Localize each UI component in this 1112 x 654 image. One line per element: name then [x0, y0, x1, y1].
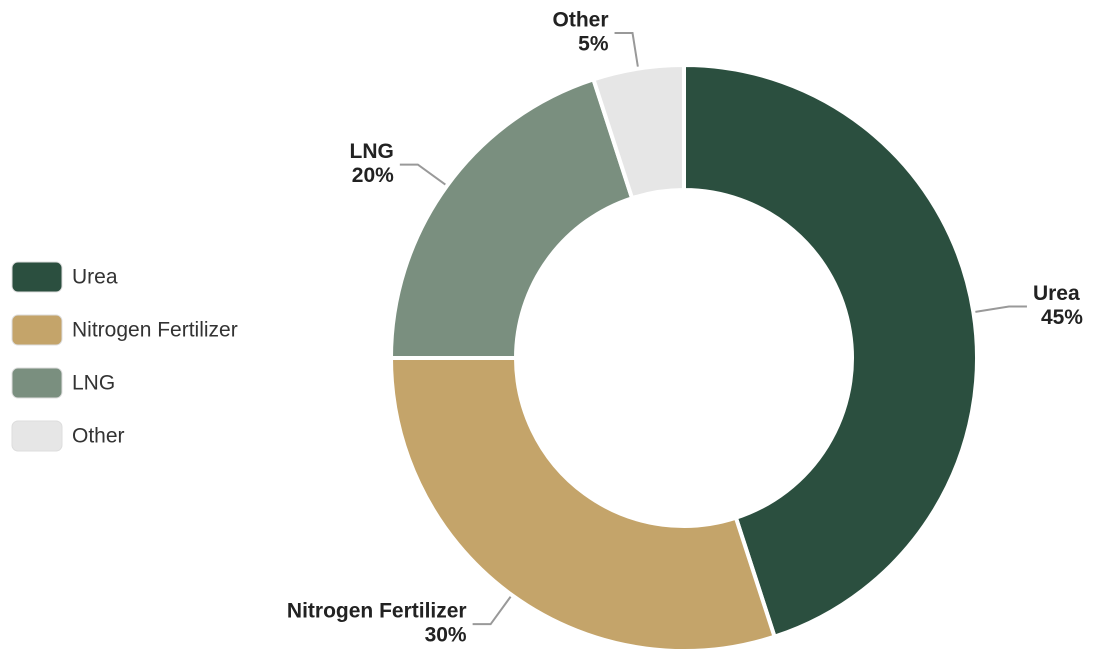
donut-slice — [389, 77, 635, 360]
data-label-value: 20% — [352, 164, 394, 187]
leader-line — [975, 305, 1027, 313]
data-label-value: 5% — [578, 33, 609, 56]
legend-swatch — [11, 420, 63, 452]
legend-label: Other — [72, 425, 125, 448]
data-label-name: Other — [553, 9, 609, 32]
legend-swatch — [11, 367, 63, 399]
leader-line — [399, 163, 446, 186]
legend-label: Nitrogen Fertilizer — [72, 319, 238, 342]
legend-swatch — [11, 261, 63, 293]
donut-slice — [389, 356, 777, 653]
donut-slice — [682, 63, 979, 639]
data-label-name: Nitrogen Fertilizer — [287, 600, 467, 623]
data-label-value: 30% — [425, 624, 467, 647]
legend-label: LNG — [72, 372, 115, 395]
leader-line — [614, 32, 639, 67]
legend-label: Urea — [72, 266, 118, 289]
legend-swatch — [11, 314, 63, 346]
data-label-name: Urea — [1033, 282, 1080, 305]
data-label-value: 45% — [1041, 306, 1083, 329]
data-label-name: LNG — [350, 140, 394, 163]
leader-line — [472, 596, 512, 626]
donut-slice — [591, 63, 686, 201]
